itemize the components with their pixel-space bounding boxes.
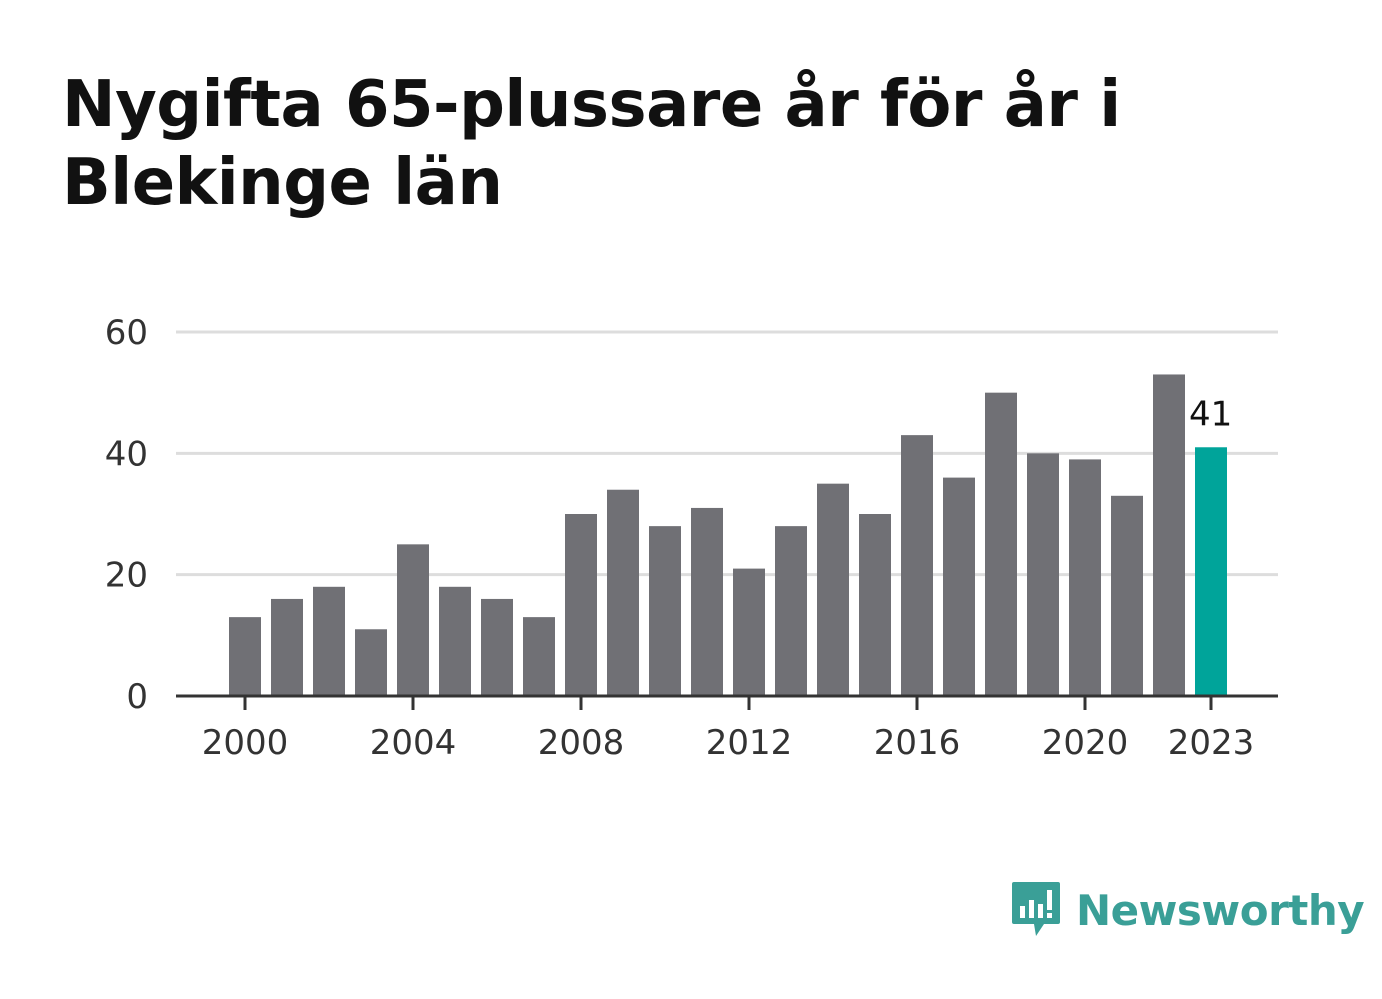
bar <box>1153 374 1185 696</box>
x-tick-label: 2008 <box>538 723 625 763</box>
bar <box>355 629 387 696</box>
bars <box>229 374 1227 696</box>
bar-value-label: 41 <box>1189 394 1232 434</box>
y-axis-ticks: 0 20 40 60 <box>105 313 148 717</box>
newsworthy-logo-icon <box>1012 882 1060 936</box>
bar <box>523 617 555 696</box>
bar <box>1069 459 1101 696</box>
bar <box>1111 495 1143 696</box>
y-tick-label: 0 <box>126 677 148 717</box>
bar <box>733 568 765 696</box>
x-tick-label: 2023 <box>1168 723 1255 763</box>
bar <box>691 507 723 696</box>
y-tick-label: 60 <box>105 313 148 353</box>
bar <box>565 514 597 696</box>
bar <box>1027 453 1059 696</box>
x-tick-label: 2012 <box>706 723 793 763</box>
x-tick-label: 2004 <box>370 723 457 763</box>
bar <box>607 489 639 696</box>
bar <box>817 483 849 696</box>
bar <box>439 586 471 696</box>
bar <box>271 598 303 696</box>
bar <box>229 617 261 696</box>
bar <box>481 598 513 696</box>
bar <box>313 586 345 696</box>
bar-highlight <box>1195 447 1227 696</box>
bar <box>649 526 681 696</box>
bar <box>901 435 933 696</box>
bar <box>775 526 807 696</box>
x-tick-label: 2000 <box>202 723 289 763</box>
y-tick-label: 20 <box>105 556 148 596</box>
brand-name: Newsworthy <box>1076 885 1365 935</box>
x-tick-label: 2016 <box>874 723 961 763</box>
y-tick-label: 40 <box>105 434 148 474</box>
x-axis-ticks: 2000 2004 2008 2012 2016 2020 2023 <box>202 696 1255 763</box>
bar <box>985 392 1017 696</box>
x-tick-label: 2020 <box>1042 723 1129 763</box>
chart-title: Nygifta 65-plussare år för år i Blekinge… <box>62 68 1121 220</box>
brand-logo: Newsworthy <box>1010 878 1365 942</box>
bar-chart: 2000 2004 2008 2012 2016 2020 2023 0 20 40 60 41 <box>105 313 1278 763</box>
bar <box>397 544 429 696</box>
data-labels: 41 <box>1189 394 1232 434</box>
bar <box>943 477 975 696</box>
bar <box>859 514 891 696</box>
